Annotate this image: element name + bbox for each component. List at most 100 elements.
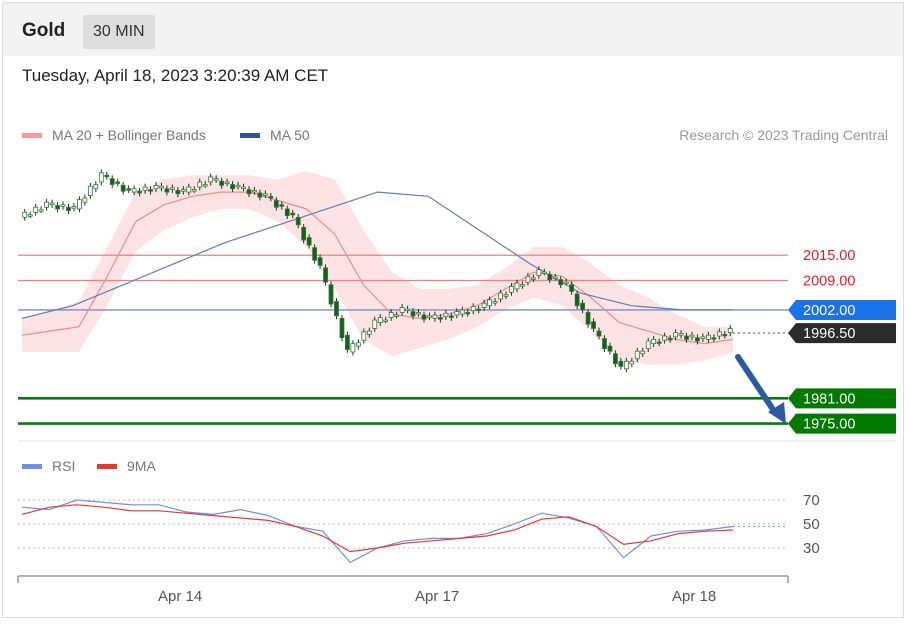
candle-body — [509, 285, 514, 293]
candle-body — [405, 308, 410, 311]
candle-body — [191, 189, 197, 192]
ma50-line — [21, 191, 733, 319]
candle-body — [366, 330, 372, 335]
candle-body — [148, 189, 153, 192]
candle-body — [257, 192, 263, 198]
candle-body — [432, 314, 438, 319]
candle-body — [142, 186, 148, 191]
candle-body — [421, 314, 427, 320]
rsi-panel: 70 50 30 — [18, 492, 820, 564]
candle-body — [60, 204, 66, 207]
candle-body — [607, 345, 613, 352]
level-badge-pivot: 2002.00 — [788, 299, 896, 320]
candle-body — [487, 299, 493, 307]
candle-body — [667, 338, 673, 341]
candle-body — [656, 341, 662, 344]
candle-body — [613, 353, 618, 365]
candle-body — [27, 214, 33, 217]
candle-body — [361, 331, 367, 341]
candle-body — [465, 312, 471, 315]
candle-body — [323, 267, 328, 283]
candle-body — [252, 190, 257, 193]
candlestick-layer — [22, 169, 733, 373]
candle-body — [383, 319, 389, 322]
candle-body — [476, 308, 482, 311]
candle-body — [437, 317, 443, 320]
rsi-line — [21, 499, 734, 564]
candle-body — [448, 315, 454, 318]
candle-body — [262, 193, 268, 196]
candle-body — [591, 321, 596, 329]
candle-body — [678, 333, 684, 336]
candle-body — [355, 342, 361, 347]
research-credit: Research © 2023 Trading Central — [679, 127, 888, 143]
candle-body — [290, 212, 296, 216]
candle-body — [219, 180, 225, 186]
candle-body — [394, 314, 400, 317]
candle-body — [334, 301, 339, 317]
candle-body — [295, 216, 301, 226]
candle-body — [651, 339, 657, 345]
level-label-resistance: 2009.00 — [803, 273, 855, 289]
candle-body — [224, 181, 230, 184]
candle-body — [339, 317, 345, 339]
candle-body — [377, 317, 383, 323]
candle-body — [104, 174, 110, 178]
candle-body — [186, 186, 192, 193]
candle-body — [268, 195, 274, 199]
legend-rsi: RSI — [22, 458, 75, 474]
candle-body — [208, 176, 214, 183]
candle-body — [235, 184, 241, 188]
candle-body — [722, 333, 728, 337]
candle-body — [684, 335, 689, 340]
candle-body — [705, 334, 711, 340]
chart-header: Gold 30 MIN — [3, 3, 903, 56]
x-tick-apr-14: Apr 14 — [158, 588, 202, 605]
level-lines — [18, 254, 788, 425]
rsi-ma-line — [21, 504, 734, 553]
candle-body — [33, 206, 39, 213]
candle-body — [585, 312, 591, 325]
candle-body — [673, 332, 678, 338]
candle-body — [44, 201, 50, 208]
candle-body — [93, 184, 99, 190]
candle-body — [230, 184, 235, 190]
candle-body — [623, 360, 629, 370]
timeframe-badge[interactable]: 30 MIN — [83, 15, 155, 49]
candle-body — [662, 335, 668, 341]
instrument-title: Gold — [22, 20, 66, 41]
candle-body — [563, 281, 569, 285]
candle-body — [416, 312, 421, 315]
candle-body — [427, 315, 432, 318]
candle-body — [164, 188, 170, 193]
rsi-swatch — [22, 463, 42, 469]
candle-body — [503, 294, 509, 297]
candle-body — [520, 284, 525, 287]
ma20-line — [21, 191, 734, 345]
candle-body — [574, 293, 580, 307]
candle-body — [115, 181, 121, 184]
x-axis: Apr 14 Apr 17 Apr 18 — [17, 575, 789, 605]
candle-body — [410, 311, 416, 317]
candle-body — [120, 184, 126, 192]
candle-body — [241, 186, 246, 189]
candle-body — [541, 271, 547, 274]
candle-body — [399, 307, 405, 313]
candle-body — [454, 311, 460, 316]
candle-body — [498, 292, 503, 300]
level-badge-text: 1996.50 — [803, 326, 855, 342]
candle-body — [372, 319, 378, 329]
candle-body — [689, 334, 695, 338]
candle-body — [618, 360, 624, 367]
candle-body — [443, 312, 449, 318]
candle-body — [246, 189, 252, 195]
candle-body — [716, 331, 722, 337]
candle-body — [306, 237, 312, 246]
ma50-swatch — [240, 132, 260, 138]
candle-body — [317, 257, 323, 266]
level-badge-text: 1981.00 — [803, 391, 855, 407]
candle-body — [459, 309, 465, 315]
candle-body — [640, 350, 646, 355]
candle-body — [180, 189, 186, 192]
